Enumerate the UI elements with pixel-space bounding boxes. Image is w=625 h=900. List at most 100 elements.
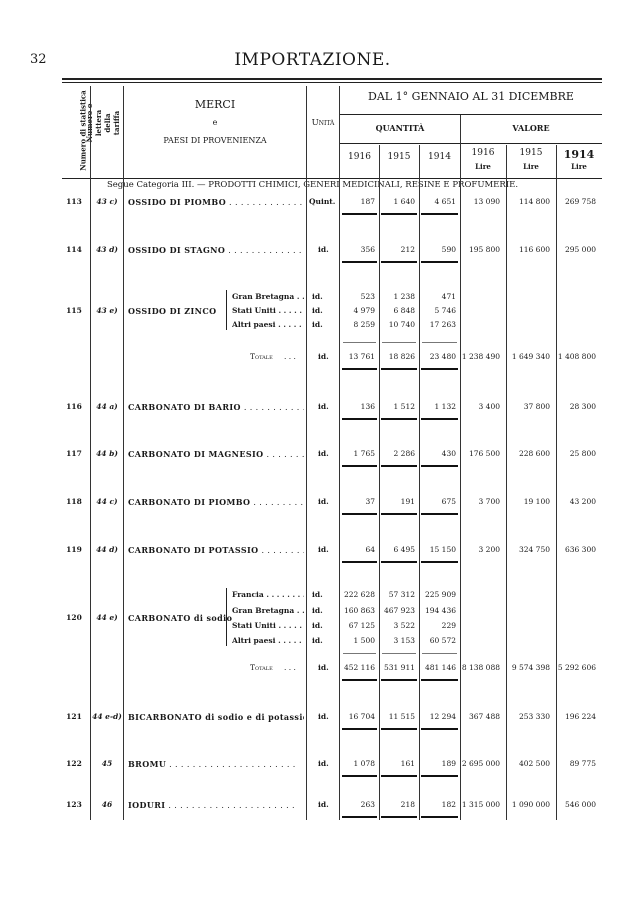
item-name: CARBONATO di sodio [128,613,233,623]
tariff-code: 43 d) [96,245,118,254]
country-label: Stati Uniti [232,306,276,315]
value-cell: 176 500 [468,449,500,458]
rule [339,114,602,115]
quantity-cell: 18 826 [388,352,415,361]
value-cell: 114 800 [518,197,550,206]
item-name: OSSIDO DI PIOMBO [128,197,227,207]
stat-number: 119 [66,545,82,554]
total-label: Totale [250,352,273,361]
double-rule [381,213,417,215]
item-name: BROMU [128,759,167,769]
column-rule [460,115,461,820]
value-cell: 1 315 000 [461,800,500,809]
double-rule [381,561,417,563]
value-cell: 402 500 [518,759,550,768]
quantity-cell: 218 [400,800,415,809]
column-rule [339,86,340,820]
country-name: Stati Uniti . . . . . . . . [232,306,304,315]
double-rule [381,728,417,730]
total-label: Totale [250,663,273,672]
country-name: Gran Bretagna . . . . . . . . [232,292,304,301]
quantity-cell: 222 628 [343,590,375,599]
unit: id. [318,245,329,254]
item-name-cell: CARBONATO DI PIOMBO . . . . . . . . . . … [128,497,304,507]
unit: id. [312,606,323,615]
double-rule [342,728,377,730]
stat-number: 118 [66,497,82,506]
double-rule [342,418,377,420]
unit: id. [312,621,323,630]
leader-dots: . . . [284,352,296,361]
quantity-cell: 1 238 [393,292,415,301]
header-quantita: QUANTITÀ [375,123,425,133]
unit: id. [312,590,323,599]
rule [343,342,376,343]
quantity-cell: 430 [441,449,456,458]
value-cell: 1 238 490 [461,352,500,361]
value-cell: 253 330 [518,712,550,721]
stat-number: 117 [66,449,82,458]
value-cell: 19 100 [523,497,550,506]
quantity-cell: 1 512 [393,402,415,411]
quantity-cell: 531 911 [383,663,415,672]
item-name: OSSIDO DI ZINCO [128,306,217,316]
country-label: Altri paesi [232,320,276,329]
quantity-cell: 6 495 [393,545,415,554]
unit: id. [318,712,329,721]
double-rule [421,728,458,730]
header-year-v: 1915 [519,148,543,158]
quantity-cell: 194 436 [424,606,456,615]
double-rule [342,561,377,563]
unit: Quint. [309,197,336,206]
leader-dots: . . . . . . . . [278,636,304,645]
quantity-cell: 57 312 [388,590,415,599]
value-cell: 367 488 [468,712,500,721]
quantity-cell: 37 [365,497,375,506]
leader-dots: . . . . . . . . . . . . . . . . . . . . … [261,546,305,555]
item-name: CARBONATO DI BARIO [128,402,241,412]
country-label: Gran Bretagna [232,606,295,615]
item-name-cell: OSSIDO DI STAGNO . . . . . . . . . . . .… [128,245,304,255]
country-name: Altri paesi . . . . . . . . [232,320,304,329]
double-rule [381,261,417,263]
tariff-code: 44 e) [96,613,118,622]
value-cell: 37 800 [523,402,550,411]
stat-number: 116 [66,402,82,411]
quantity-cell: 3 522 [393,621,415,630]
value-cell: 295 000 [564,245,596,254]
header-paesi: PAESI DI PROVENIENZA [163,136,267,145]
double-rule [421,418,458,420]
double-rule [342,261,377,263]
quantity-cell: 3 153 [393,636,415,645]
unit: id. [318,759,329,768]
country-name: Altri paesi . . . . . . . . [232,636,304,645]
unit: id. [318,352,329,361]
value-cell: 636 300 [564,545,596,554]
header-year-q: 1914 [428,152,451,162]
value-cell: 228 600 [518,449,550,458]
tariff-code: 44 e-d) [92,712,122,721]
rule [343,653,376,654]
double-rule [342,679,377,681]
quantity-cell: 12 294 [429,712,456,721]
double-rule [421,213,458,215]
tariff-code: 44 a) [96,402,118,411]
double-rule [421,368,458,370]
rule [62,178,602,179]
tariff-code: 43 c) [96,197,118,206]
tariff-code: 44 d) [96,545,118,554]
double-rule [381,418,417,420]
quantity-cell: 10 740 [388,320,415,329]
quantity-cell: 481 146 [424,663,456,672]
value-cell: 1 090 000 [511,800,550,809]
quantity-cell: 11 515 [388,712,415,721]
quantity-cell: 187 [360,197,375,206]
quantity-cell: 15 150 [429,545,456,554]
quantity-cell: 191 [400,497,415,506]
item-name-cell: CARBONATO DI MAGNESIO . . . . . . . . . … [128,449,304,459]
header-year-v: 1914 [563,148,595,161]
value-cell: 546 000 [564,800,596,809]
leader-dots: . . . . . . . . . . . . . . . . . . . . … [228,246,304,255]
header-merci: MERCI [194,98,236,111]
double-rule [342,465,377,467]
